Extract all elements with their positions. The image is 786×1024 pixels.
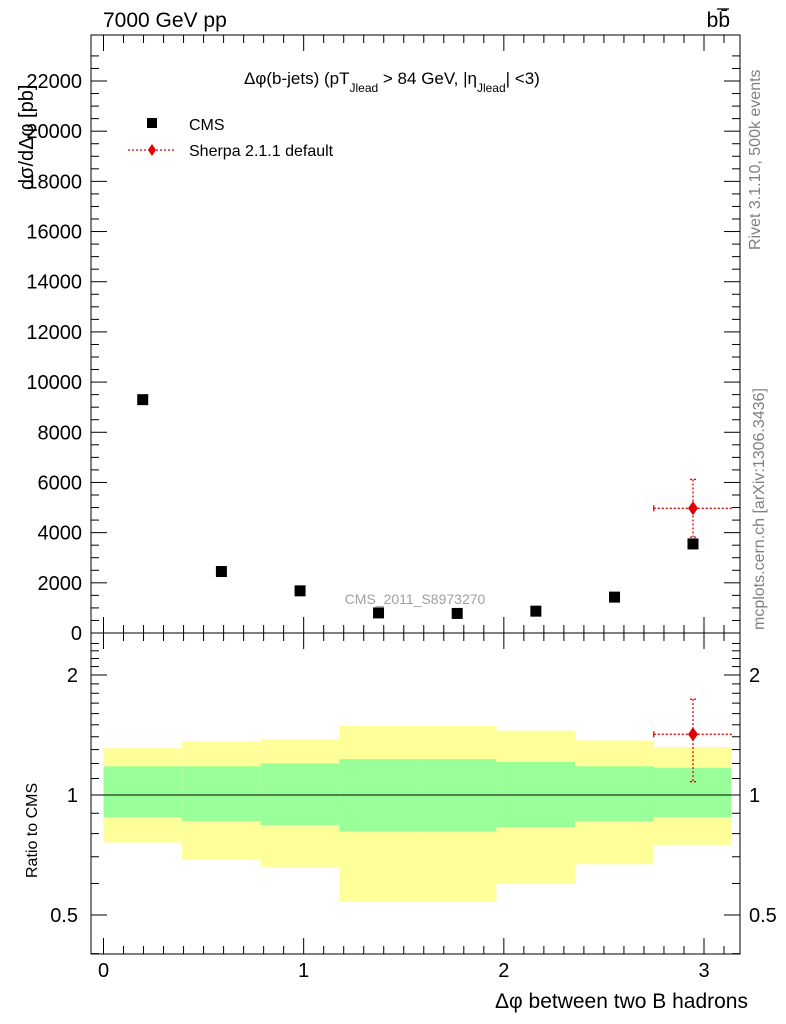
ratio-y-tick-label: 1 <box>67 785 78 807</box>
ratio-inner-band <box>103 766 183 818</box>
x-tick-label: 1 <box>298 960 309 982</box>
analysis-id: CMS_2011_S8973270 <box>345 591 486 607</box>
beam-label: 7000 GeV pp <box>103 9 227 32</box>
ratio-y-tick-label-right: 1 <box>749 785 760 807</box>
mcplots-label: mcplots.cern.ch [arXiv:1306.3436] <box>751 388 768 630</box>
y-tick-label: 20000 <box>26 121 82 143</box>
ratio-y-label: Ratio to CMS <box>24 783 41 878</box>
ratio-axis-ticks: 0.5 0.5 1 1 2 2 <box>50 633 777 955</box>
y-tick-label: 12000 <box>26 322 82 344</box>
ratio-y-tick-label: 2 <box>67 665 78 687</box>
x-tick-label: 3 <box>698 960 709 982</box>
cms-point <box>687 538 699 550</box>
rivet-label: Rivet 3.1.10, 500k events <box>747 69 764 250</box>
y-tick-label: 14000 <box>26 272 82 294</box>
y-tick-label: 2000 <box>38 573 83 595</box>
ratio-inner-band <box>260 763 340 826</box>
y-tick-label: 16000 <box>26 222 82 244</box>
y-tick-label: 6000 <box>38 472 83 494</box>
title-part1: Δφ(b-jets) (pT <box>244 69 350 88</box>
sherpa-point <box>687 501 698 516</box>
main-axis-ticks: 0 2000 4000 6000 8000 10000 12000 14000 16000 180… <box>26 35 740 645</box>
x-tick-label: 0 <box>98 960 109 982</box>
cms-point <box>451 607 463 619</box>
x-tick-label: 2 <box>498 960 509 982</box>
title-sub1: Jlead <box>350 81 379 95</box>
y-tick-label: 8000 <box>38 422 83 444</box>
x-tick-labels: 0 1 2 3 <box>98 960 710 982</box>
main-title: Δφ(b-jets) (pTJlead > 84 GeV, |ηJlead| <… <box>244 69 540 95</box>
ratio-inner-band <box>575 766 654 822</box>
legend-marker-cms <box>147 118 157 128</box>
process-label: bb̄ <box>707 9 730 32</box>
legend-label-sherpa: Sherpa 2.1.1 default <box>189 143 334 160</box>
y-tick-label: 10000 <box>26 372 82 394</box>
legend-label-cms: CMS <box>189 117 225 134</box>
legend-marker-sherpa <box>148 144 156 156</box>
ratio-y-tick-label-right: 2 <box>749 665 760 687</box>
cms-point <box>530 605 542 617</box>
y-tick-label: 4000 <box>38 523 83 545</box>
cms-point <box>294 585 306 597</box>
ratio-y-tick-label: 0.5 <box>50 905 78 927</box>
ratio-frame <box>90 632 741 955</box>
y-tick-label: 22000 <box>26 71 82 93</box>
cms-point <box>609 591 621 603</box>
title-part3: | <3) <box>506 69 540 88</box>
title-part2: > 84 GeV, |η <box>378 69 477 88</box>
cms-point <box>137 394 149 406</box>
main-y-label: dσ/dΔφ [pb] <box>16 85 38 190</box>
cms-point <box>373 607 385 619</box>
y-tick-label: 18000 <box>26 171 82 193</box>
y-tick-label: 0 <box>71 623 82 645</box>
cms-point <box>215 566 227 578</box>
x-axis-label: Δφ between two B hadrons <box>495 990 748 1013</box>
ratio-y-tick-label-right: 0.5 <box>749 905 777 927</box>
ratio-inner-band <box>182 766 261 822</box>
ratio-uncertainty-bands <box>91 725 740 902</box>
main-data-markers <box>137 394 733 619</box>
ratio-data-markers <box>653 698 733 783</box>
legend: CMS Sherpa 2.1.1 default <box>128 117 334 160</box>
title-sub2: Jlead <box>477 81 506 95</box>
ratio-sherpa-point <box>687 727 698 742</box>
